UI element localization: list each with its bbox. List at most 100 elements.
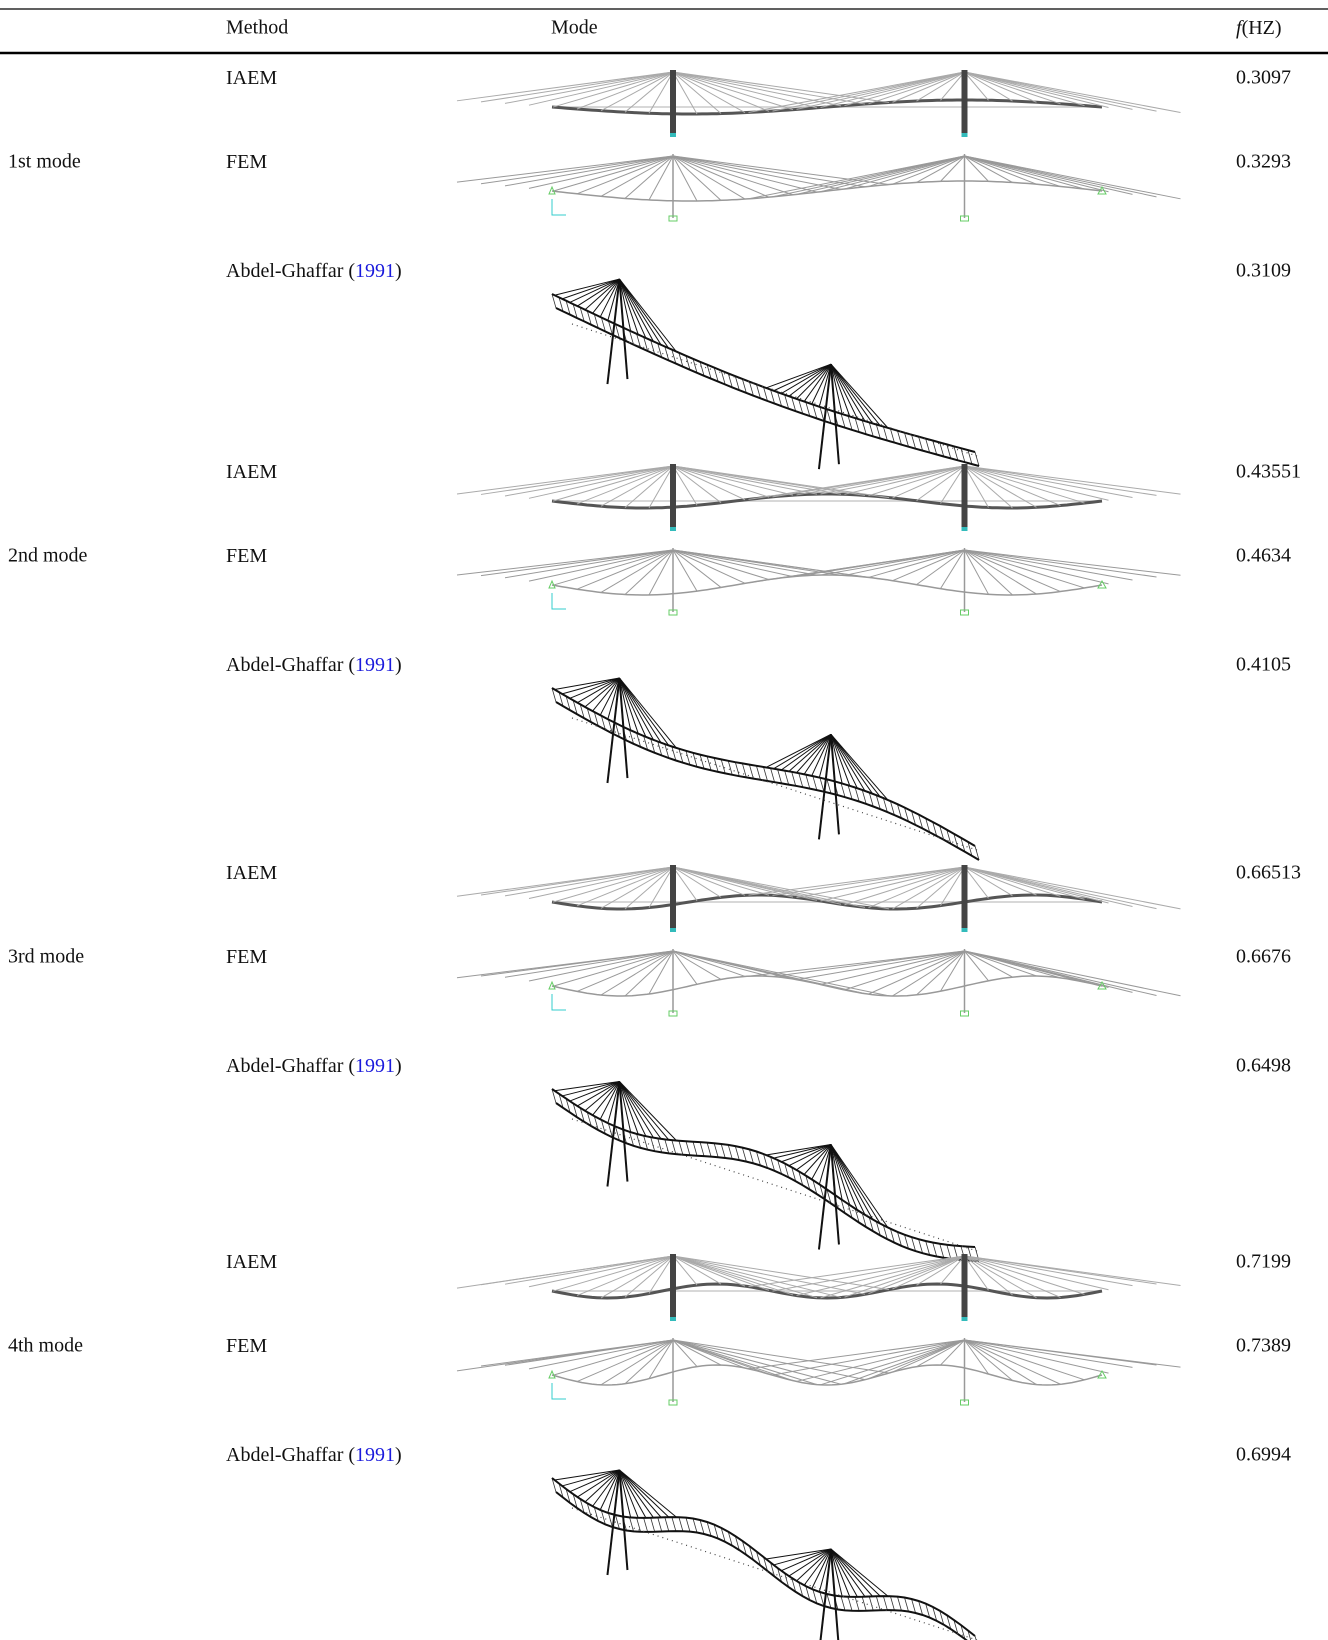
method-name: FEM	[226, 1335, 267, 1357]
citation: 1991	[355, 654, 395, 676]
citation: 1991	[355, 1055, 395, 1077]
cable	[965, 951, 1013, 977]
method: IAEM	[226, 461, 277, 483]
frequency: 0.4634	[1236, 545, 1291, 567]
hatch	[665, 1517, 669, 1531]
hatch	[651, 1137, 655, 1151]
method-name: FEM	[226, 545, 267, 567]
cable	[965, 466, 1133, 498]
perspective-mode-shape	[552, 1470, 980, 1640]
frequency: 0.3293	[1236, 151, 1291, 173]
frequency: 0.3097	[1236, 67, 1291, 89]
hatch	[665, 1139, 669, 1153]
axes-icon	[552, 593, 566, 609]
cable	[797, 1256, 965, 1296]
hatch	[785, 771, 789, 785]
method: FEM	[226, 1335, 267, 1357]
hatch	[693, 1519, 697, 1533]
method: FEM	[226, 946, 267, 968]
hatch	[771, 768, 775, 782]
hatch	[947, 444, 951, 458]
cable	[619, 1470, 668, 1517]
hatch	[735, 762, 739, 776]
hatch	[749, 1149, 753, 1163]
hatch	[630, 1517, 634, 1531]
hatch	[651, 1518, 655, 1532]
axes-icon	[552, 994, 566, 1010]
hatch	[700, 1142, 704, 1156]
method-name: Abdel-Ghaffar (	[226, 260, 355, 282]
hatch	[764, 767, 768, 781]
cable	[673, 1256, 865, 1294]
hatch	[728, 1145, 732, 1159]
hatch	[919, 437, 923, 451]
method: Abdel-Ghaffar (1991)	[226, 654, 402, 676]
hatch	[954, 446, 958, 460]
cable	[481, 550, 673, 576]
method-close: )	[395, 260, 402, 282]
cable	[505, 72, 673, 103]
cable	[529, 867, 673, 898]
mode-label: 2nd mode	[8, 545, 88, 567]
citation: 1991	[355, 1444, 395, 1466]
cable	[553, 1340, 673, 1375]
hatch	[827, 779, 831, 793]
method-name: FEM	[226, 151, 267, 173]
hatch	[799, 773, 803, 787]
hatch	[855, 1597, 859, 1611]
cable	[845, 466, 965, 494]
method: Abdel-Ghaffar (1991)	[226, 260, 402, 282]
base	[962, 1317, 968, 1321]
hatch	[742, 763, 746, 777]
mode-label: 3rd mode	[8, 946, 84, 968]
frequency: 0.6676	[1236, 946, 1291, 968]
cable	[529, 156, 673, 188]
hatch	[686, 1141, 690, 1155]
fem-mode-shape	[457, 154, 1181, 221]
cable	[619, 1470, 661, 1517]
hatch	[890, 1596, 894, 1610]
method-name: IAEM	[226, 461, 277, 483]
method: Abdel-Ghaffar (1991)	[226, 1444, 402, 1466]
frequency: 0.6994	[1236, 1444, 1291, 1466]
cable	[553, 72, 673, 107]
cable	[831, 734, 873, 793]
frequency: 0.4105	[1236, 654, 1291, 676]
hatch	[862, 1597, 866, 1611]
iaem-mode-shape	[457, 464, 1181, 531]
cable	[845, 951, 965, 990]
hatch	[912, 435, 916, 449]
hatch	[806, 775, 810, 789]
hatch	[735, 1146, 739, 1160]
citation: 1991	[355, 260, 395, 282]
method-name: IAEM	[226, 862, 277, 884]
cable	[673, 156, 745, 199]
cable	[457, 867, 673, 896]
cable	[941, 951, 965, 991]
cable	[749, 951, 965, 976]
hatch	[672, 1517, 676, 1531]
method: IAEM	[226, 1251, 277, 1273]
axes-icon	[552, 199, 566, 215]
base	[670, 133, 676, 137]
cable	[965, 1340, 1181, 1367]
fem-mode-shape	[457, 949, 1181, 1016]
cable	[505, 951, 673, 977]
cable	[553, 550, 673, 585]
hatch	[912, 1599, 916, 1613]
perspective-mode-shape	[552, 279, 980, 469]
hatch	[968, 450, 972, 464]
freq-unit: (HZ)	[1242, 17, 1282, 39]
hatch	[644, 1136, 648, 1150]
iaem-mode-shape	[457, 70, 1181, 137]
base	[670, 928, 676, 932]
cable	[529, 550, 673, 581]
hatch	[686, 1518, 690, 1532]
hatch	[707, 1143, 711, 1157]
frequency: 0.7389	[1236, 1335, 1291, 1357]
cable	[673, 72, 889, 102]
method-name: Abdel-Ghaffar (	[226, 1055, 355, 1077]
base	[962, 527, 968, 531]
header-mode: Mode	[551, 17, 598, 39]
hatch	[679, 1517, 683, 1531]
